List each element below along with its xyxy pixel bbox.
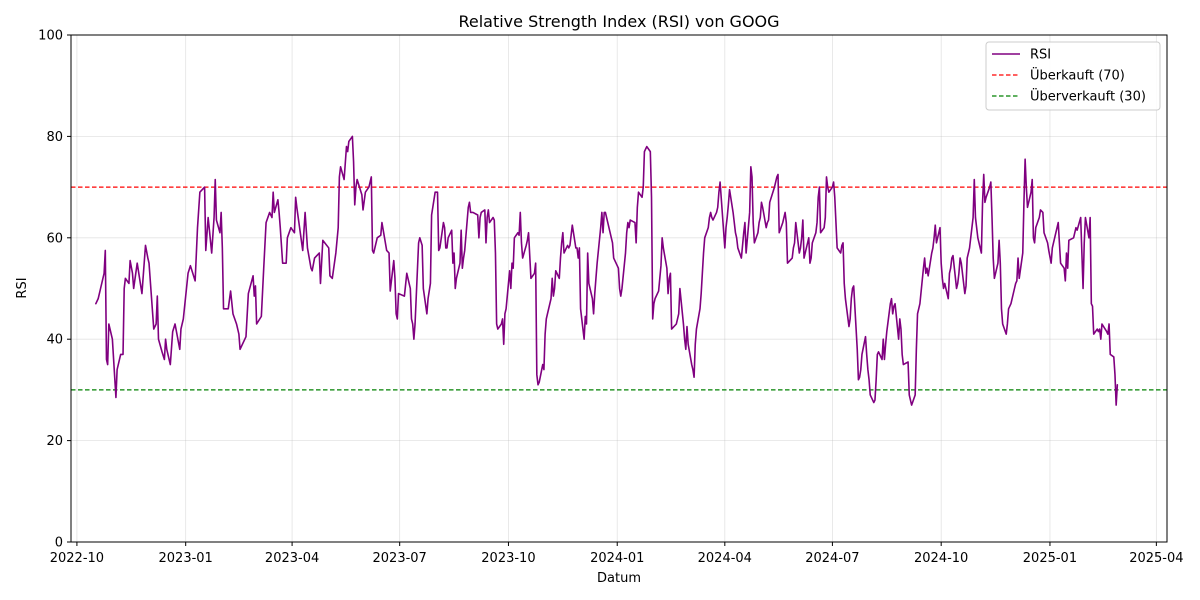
x-tick-label: 2023-01 <box>159 551 213 566</box>
y-tick-label: 80 <box>46 130 63 145</box>
legend-label: RSI <box>1030 48 1051 63</box>
x-tick-label: 2023-07 <box>373 551 427 566</box>
x-axis: 2022-10 2023-01 2023-04 2023-07 2023-10 2024-… <box>50 542 1184 566</box>
x-tick-label: 2024-01 <box>590 551 644 566</box>
legend-label: Überverkauft (30) <box>1030 88 1146 105</box>
chart-title: Relative Strength Index (RSI) von GOOG <box>458 12 779 31</box>
y-axis: 0 20 40 60 80 100 <box>38 29 71 551</box>
x-tick-label: 2024-10 <box>914 551 968 566</box>
plot-frame <box>70 34 1168 543</box>
x-tick-label: 2024-07 <box>805 551 859 566</box>
y-axis-label: RSI <box>15 277 30 298</box>
legend-box <box>985 41 1161 111</box>
y-tick-label: 20 <box>46 434 63 449</box>
x-tick-label: 2025-01 <box>1023 551 1077 566</box>
y-tick-label: 60 <box>46 231 63 246</box>
legend-label: Überkauft (70) <box>1030 67 1125 84</box>
y-tick-label: 0 <box>55 536 63 551</box>
rsi-series-line <box>95 135 1119 406</box>
x-axis-label: Datum <box>597 571 641 586</box>
x-tick-label: 2024-04 <box>698 551 752 566</box>
y-tick-label: 40 <box>46 333 63 348</box>
x-tick-label: 2023-10 <box>481 551 535 566</box>
x-tick-label: 2025-04 <box>1129 551 1183 566</box>
x-tick-label: 2023-04 <box>265 551 319 566</box>
x-tick-label: 2022-10 <box>50 551 104 566</box>
series-layer <box>95 135 1119 406</box>
y-tick-label: 100 <box>38 29 63 44</box>
legend: RSI Überkauft (70) Überverkauft (30) <box>985 41 1161 111</box>
